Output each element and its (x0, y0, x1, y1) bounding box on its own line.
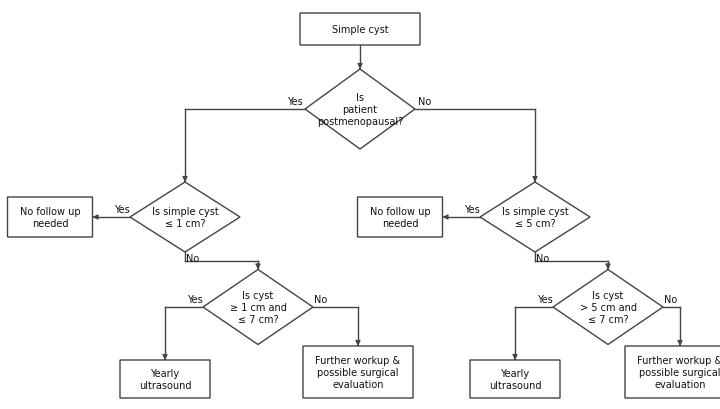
Text: Is cyst
≥ 1 cm and
≤ 7 cm?: Is cyst ≥ 1 cm and ≤ 7 cm? (230, 291, 287, 324)
Text: Yearly
ultrasound: Yearly ultrasound (139, 368, 192, 390)
Text: No: No (665, 294, 678, 304)
FancyBboxPatch shape (120, 360, 210, 398)
FancyBboxPatch shape (303, 346, 413, 398)
Text: Simple cyst: Simple cyst (332, 25, 388, 35)
FancyBboxPatch shape (625, 346, 720, 398)
Text: Further workup &
possible surgical
evaluation: Further workup & possible surgical evalu… (315, 355, 400, 389)
FancyBboxPatch shape (358, 198, 443, 237)
Text: Further workup &
possible surgical
evaluation: Further workup & possible surgical evalu… (637, 355, 720, 389)
Text: Is simple cyst
≤ 5 cm?: Is simple cyst ≤ 5 cm? (502, 207, 568, 228)
Polygon shape (480, 182, 590, 252)
Text: Yes: Yes (114, 204, 130, 214)
FancyBboxPatch shape (7, 198, 92, 237)
Text: No: No (186, 254, 199, 263)
Text: Yes: Yes (464, 204, 480, 214)
Polygon shape (130, 182, 240, 252)
Polygon shape (305, 70, 415, 150)
Text: No: No (536, 254, 549, 263)
Text: Is
patient
postmenopausal?: Is patient postmenopausal? (317, 93, 403, 126)
Text: No follow up
needed: No follow up needed (369, 207, 431, 228)
FancyBboxPatch shape (300, 14, 420, 46)
Text: No: No (315, 294, 328, 304)
Text: Yes: Yes (287, 97, 303, 107)
Polygon shape (203, 270, 313, 345)
Text: Yes: Yes (537, 294, 553, 304)
FancyBboxPatch shape (470, 360, 560, 398)
Text: Yes: Yes (187, 294, 203, 304)
Text: Is simple cyst
≤ 1 cm?: Is simple cyst ≤ 1 cm? (152, 207, 218, 228)
Text: Is cyst
> 5 cm and
≤ 7 cm?: Is cyst > 5 cm and ≤ 7 cm? (580, 291, 636, 324)
Text: Yearly
ultrasound: Yearly ultrasound (489, 368, 541, 390)
Text: No follow up
needed: No follow up needed (19, 207, 81, 228)
Text: No: No (418, 97, 431, 107)
Polygon shape (553, 270, 663, 345)
